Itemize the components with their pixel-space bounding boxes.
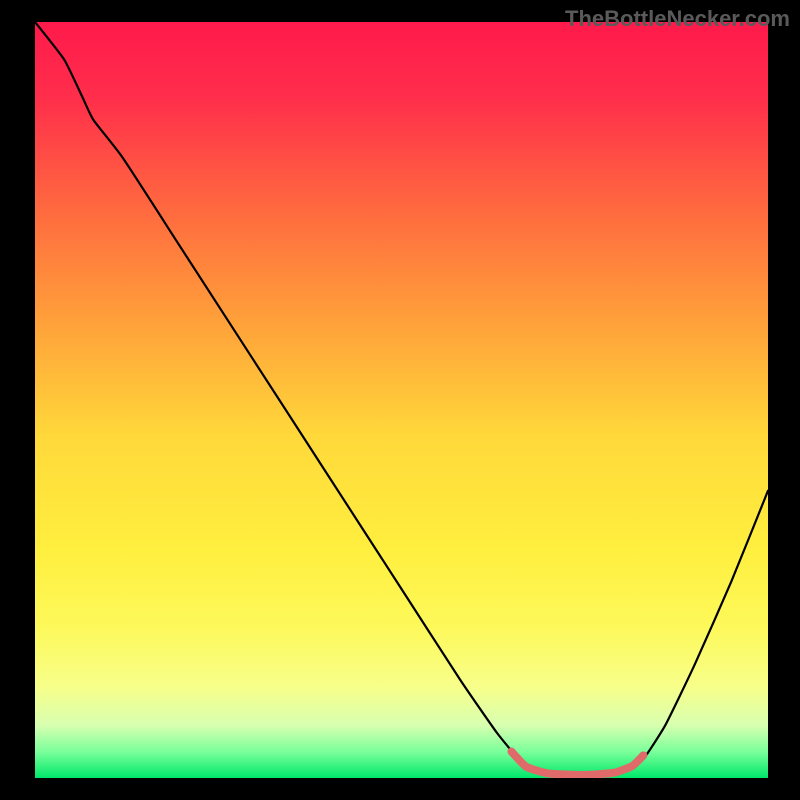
chart-container (35, 22, 768, 778)
chart-svg (35, 22, 768, 778)
attribution-text: TheBottleNecker.com (565, 6, 790, 32)
chart-background (35, 22, 768, 778)
